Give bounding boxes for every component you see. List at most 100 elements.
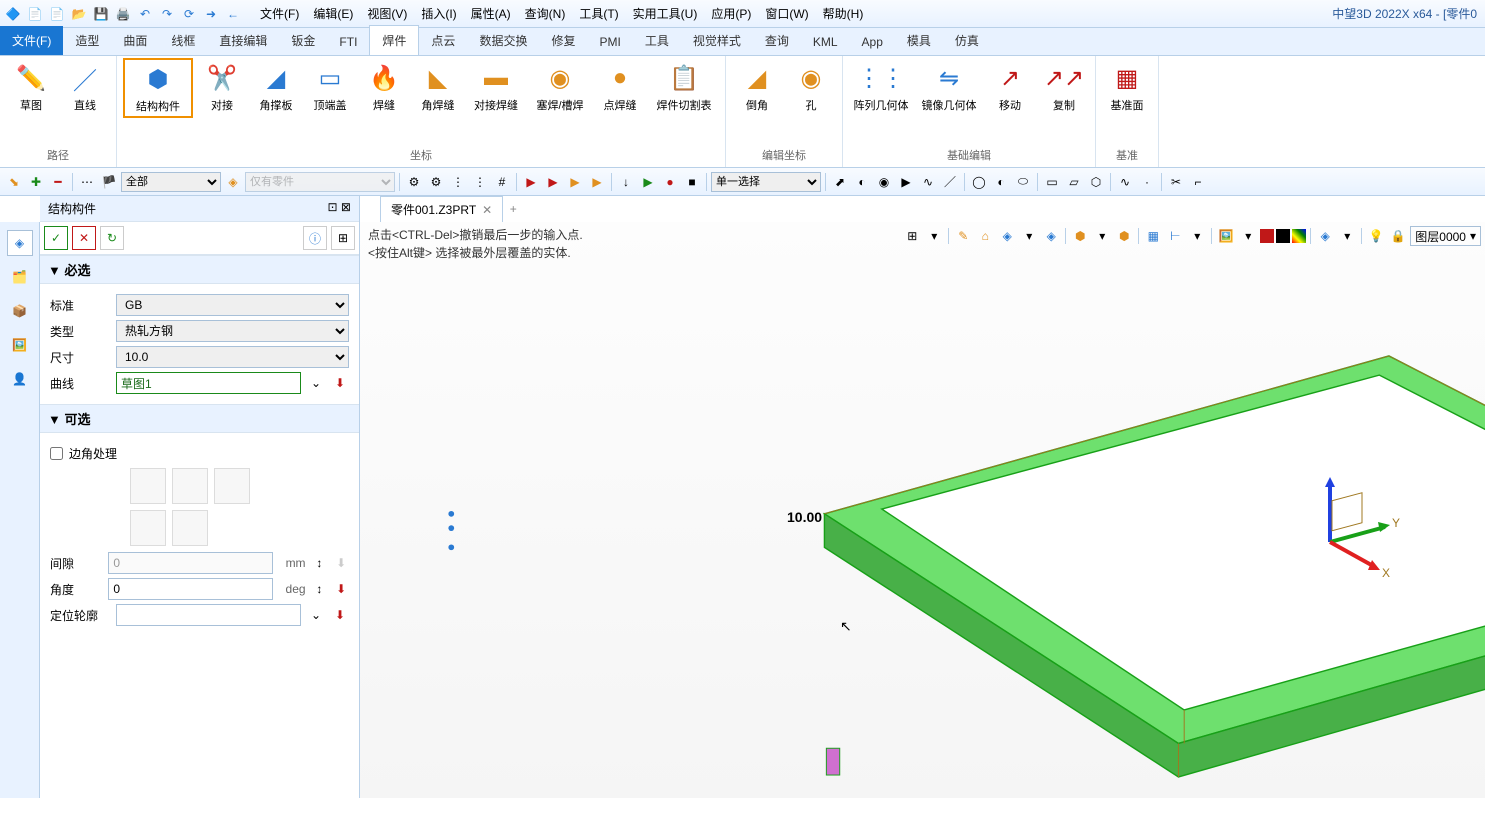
spotweld-button[interactable]: ●点焊缝 bbox=[595, 58, 645, 116]
apply-button[interactable]: ↻ bbox=[100, 226, 124, 250]
new-icon[interactable]: 📄 bbox=[26, 5, 44, 23]
cursor-icon[interactable]: ⬊ bbox=[4, 172, 24, 192]
corner-type-button[interactable] bbox=[172, 468, 208, 504]
buttweld-button[interactable]: ▬对接焊缝 bbox=[467, 58, 525, 116]
optional-section[interactable]: ▼ 可选 bbox=[40, 404, 359, 433]
menu-item[interactable]: 编辑(E) bbox=[307, 1, 359, 26]
endcap-button[interactable]: ▭顶端盖 bbox=[305, 58, 355, 116]
viewport[interactable]: 点击<CTRL-Del>撤销最后一步的输入点. <按住Alt键> 选择被最外层覆… bbox=[360, 222, 1485, 798]
tool-icon[interactable]: ✂ bbox=[1166, 172, 1186, 192]
save-icon[interactable]: 💾 bbox=[92, 5, 110, 23]
tool-icon[interactable]: ◐ bbox=[991, 172, 1011, 192]
cancel-button[interactable]: ✕ bbox=[72, 226, 96, 250]
dropdown-icon[interactable]: ⌄ bbox=[307, 606, 325, 624]
pick-icon[interactable]: ⬇ bbox=[331, 606, 349, 624]
tool-icon[interactable]: ▶ bbox=[543, 172, 563, 192]
line-button[interactable]: ／直线 bbox=[60, 58, 110, 116]
tool-icon[interactable]: ◯ bbox=[969, 172, 989, 192]
tool-icon[interactable]: ／ bbox=[940, 172, 960, 192]
profile-input[interactable] bbox=[116, 604, 301, 626]
new-icon[interactable]: 📄 bbox=[48, 5, 66, 23]
standard-select[interactable]: GB bbox=[116, 294, 349, 316]
play-icon[interactable]: ▶ bbox=[896, 172, 916, 192]
size-select[interactable]: 10.0 bbox=[116, 346, 349, 368]
copy-button[interactable]: ↗↗复制 bbox=[1039, 58, 1089, 116]
menu-item[interactable]: 视图(V) bbox=[361, 1, 413, 26]
spinner-icon[interactable]: ↕ bbox=[312, 554, 328, 572]
doc-tab[interactable]: 零件001.Z3PRT ✕ bbox=[380, 196, 503, 222]
ribbon-tab[interactable]: 视觉样式 bbox=[681, 26, 753, 55]
tool-icon[interactable]: ⚙ bbox=[404, 172, 424, 192]
ribbon-tab[interactable]: PMI bbox=[587, 29, 632, 55]
type-select[interactable]: 热轧方钢 bbox=[116, 320, 349, 342]
corner-type-button[interactable] bbox=[130, 510, 166, 546]
material-icon[interactable]: 📦 bbox=[7, 298, 33, 324]
cube-icon[interactable]: ◈ bbox=[223, 172, 243, 192]
pick-icon[interactable]: ⬇ bbox=[333, 580, 349, 598]
tree-icon[interactable]: 🗂️ bbox=[7, 264, 33, 290]
ok-button[interactable]: ✓ bbox=[44, 226, 68, 250]
menu-item[interactable]: 应用(P) bbox=[705, 1, 757, 26]
tool-icon[interactable]: ↓ bbox=[616, 172, 636, 192]
back-icon[interactable]: ← bbox=[224, 5, 242, 23]
tool-icon[interactable]: ▶ bbox=[587, 172, 607, 192]
gap-input[interactable] bbox=[108, 552, 273, 574]
ribbon-tab[interactable]: 仿真 bbox=[943, 26, 991, 55]
menu-item[interactable]: 属性(A) bbox=[465, 1, 517, 26]
datum-button[interactable]: ▦基准面 bbox=[1102, 58, 1152, 116]
tool-icon[interactable]: ▶ bbox=[565, 172, 585, 192]
tool-icon[interactable]: ∿ bbox=[1115, 172, 1135, 192]
weld-button[interactable]: 🔥焊缝 bbox=[359, 58, 409, 116]
curve-input[interactable] bbox=[116, 372, 301, 394]
tool-icon[interactable]: ▭ bbox=[1042, 172, 1062, 192]
corner-type-button[interactable] bbox=[214, 468, 250, 504]
tool-icon[interactable]: ▶ bbox=[638, 172, 658, 192]
undo-icon[interactable]: ↶ bbox=[136, 5, 154, 23]
info-button[interactable]: ⓘ bbox=[303, 226, 327, 250]
ribbon-tab[interactable]: 线框 bbox=[159, 26, 207, 55]
menu-item[interactable]: 工具(T) bbox=[573, 1, 624, 26]
corner-type-button[interactable] bbox=[172, 510, 208, 546]
forward-icon[interactable]: ➜ bbox=[202, 5, 220, 23]
tool-icon[interactable]: ◉ bbox=[874, 172, 894, 192]
dots-icon[interactable]: ⋯ bbox=[77, 172, 97, 192]
pick-icon[interactable]: ⬇ bbox=[333, 554, 349, 572]
settings-button[interactable]: ⊞ bbox=[331, 226, 355, 250]
structural-member-button[interactable]: ⬢结构构件 bbox=[123, 58, 193, 118]
user-icon[interactable]: 👤 bbox=[7, 366, 33, 392]
hole-button[interactable]: ◉孔 bbox=[786, 58, 836, 116]
tool-icon[interactable]: ⚙ bbox=[426, 172, 446, 192]
move-button[interactable]: ↗移动 bbox=[985, 58, 1035, 116]
angle-input[interactable] bbox=[108, 578, 273, 600]
close-icon[interactable]: ✕ bbox=[482, 203, 492, 217]
print-icon[interactable]: 🖨️ bbox=[114, 5, 132, 23]
ribbon-tab[interactable]: 曲面 bbox=[111, 26, 159, 55]
spinner-icon[interactable]: ↕ bbox=[312, 580, 328, 598]
mirror-button[interactable]: ⇋镜像几何体 bbox=[917, 58, 981, 116]
required-section[interactable]: ▼ 必选 bbox=[40, 255, 359, 284]
menu-item[interactable]: 查询(N) bbox=[519, 1, 572, 26]
add-tab-button[interactable]: + bbox=[503, 202, 523, 216]
ribbon-tab[interactable]: 钣金 bbox=[279, 26, 327, 55]
tab-file[interactable]: 文件(F) bbox=[0, 26, 63, 55]
menu-item[interactable]: 插入(I) bbox=[415, 1, 462, 26]
part-filter-select[interactable]: 仅有零件 bbox=[245, 172, 395, 192]
menu-item[interactable]: 文件(F) bbox=[254, 1, 305, 26]
ribbon-tab[interactable]: App bbox=[850, 29, 895, 55]
chamfer-button[interactable]: ◢倒角 bbox=[732, 58, 782, 116]
tool-icon[interactable]: ⌐ bbox=[1188, 172, 1208, 192]
tool-icon[interactable]: ⋮ bbox=[448, 172, 468, 192]
cornerweld-button[interactable]: ◣角焊缝 bbox=[413, 58, 463, 116]
ribbon-tab[interactable]: 直接编辑 bbox=[207, 26, 279, 55]
tool-icon[interactable]: ⬭ bbox=[1013, 172, 1033, 192]
redo-icon[interactable]: ↷ bbox=[158, 5, 176, 23]
tool-icon[interactable]: ▱ bbox=[1064, 172, 1084, 192]
dropdown-icon[interactable]: ⌄ bbox=[307, 374, 325, 392]
ribbon-tab[interactable]: 模具 bbox=[895, 26, 943, 55]
plugweld-button[interactable]: ◉塞焊/槽焊 bbox=[529, 58, 591, 116]
butt-button[interactable]: ✂️对接 bbox=[197, 58, 247, 116]
menu-item[interactable]: 窗口(W) bbox=[759, 1, 814, 26]
filter-select[interactable]: 全部 bbox=[121, 172, 221, 192]
image-icon[interactable]: 🖼️ bbox=[7, 332, 33, 358]
plus-icon[interactable]: ✚ bbox=[26, 172, 46, 192]
